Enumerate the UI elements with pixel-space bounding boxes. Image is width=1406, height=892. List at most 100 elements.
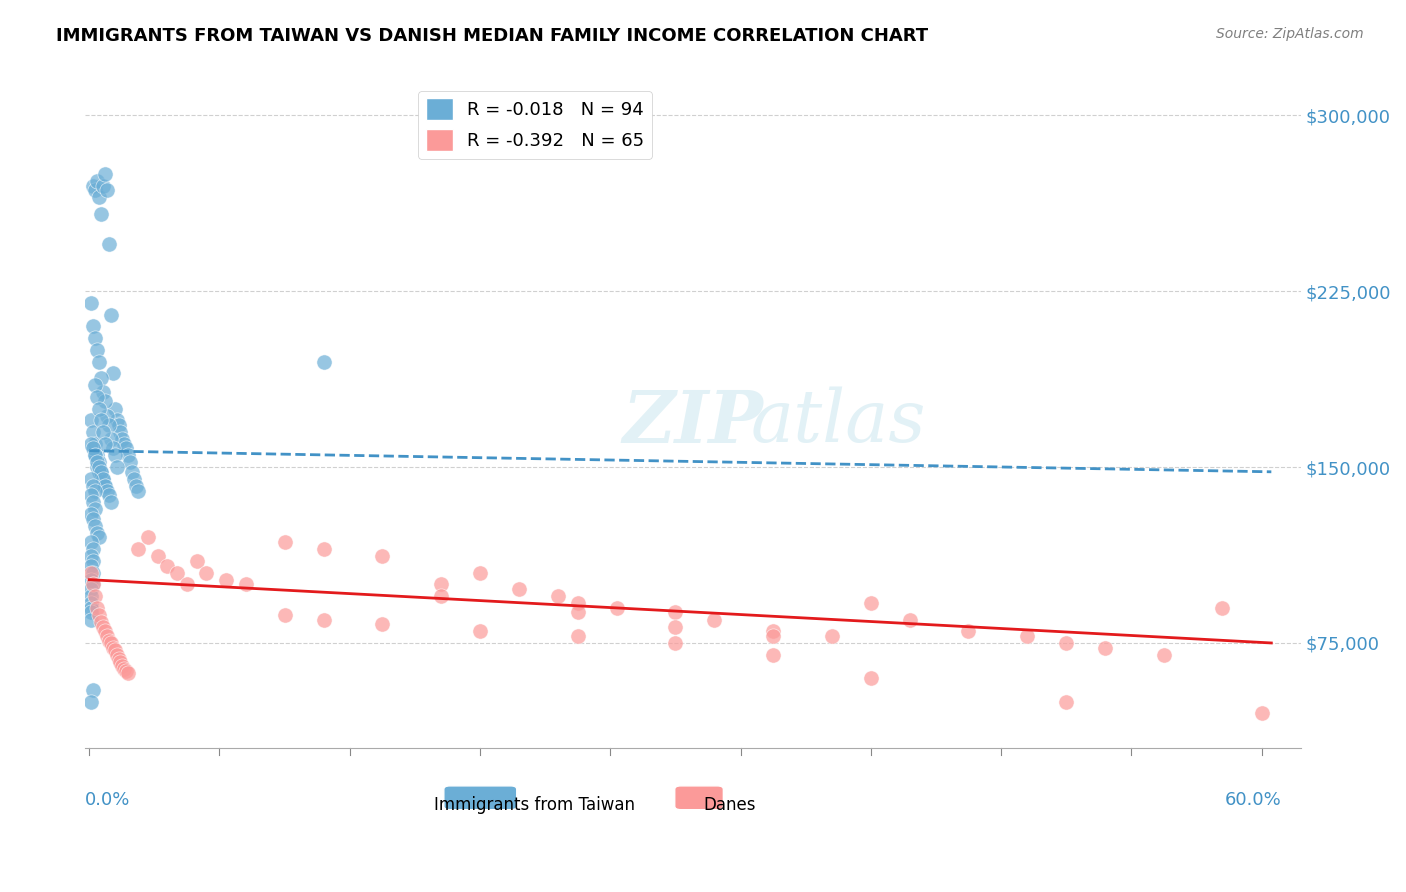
- Point: [105, 413, 128, 427]
- Point: [97, 417, 120, 432]
- FancyBboxPatch shape: [675, 786, 723, 810]
- Point: [80, 695, 103, 709]
- Point: [112, 436, 135, 450]
- Point: [101, 442, 124, 456]
- Point: [115, 664, 138, 678]
- Point: [1094, 640, 1116, 655]
- Point: [273, 607, 295, 622]
- Point: [273, 535, 295, 549]
- Point: [898, 613, 921, 627]
- Point: [762, 648, 785, 662]
- Point: [80, 566, 103, 580]
- Point: [100, 636, 122, 650]
- Point: [84, 518, 107, 533]
- Point: [84, 449, 107, 463]
- Point: [104, 643, 127, 657]
- Point: [430, 589, 453, 603]
- FancyBboxPatch shape: [444, 786, 517, 810]
- Point: [80, 535, 103, 549]
- Point: [100, 432, 122, 446]
- Point: [94, 479, 117, 493]
- Point: [87, 465, 110, 479]
- Point: [87, 354, 110, 368]
- Point: [84, 483, 107, 498]
- Point: [121, 465, 143, 479]
- Point: [107, 417, 129, 432]
- Point: [1054, 695, 1077, 709]
- Point: [430, 577, 453, 591]
- Point: [111, 659, 134, 673]
- Point: [94, 436, 117, 450]
- Point: [312, 354, 335, 368]
- Point: [703, 613, 725, 627]
- Text: Source: ZipAtlas.com: Source: ZipAtlas.com: [1216, 27, 1364, 41]
- Point: [84, 436, 107, 450]
- Point: [96, 629, 118, 643]
- Point: [86, 174, 108, 188]
- Point: [508, 582, 530, 596]
- Point: [80, 558, 103, 573]
- Point: [127, 483, 149, 498]
- Point: [105, 648, 128, 662]
- Point: [110, 655, 132, 669]
- Point: [468, 624, 491, 639]
- Point: [112, 662, 135, 676]
- Point: [82, 542, 104, 557]
- Point: [97, 237, 120, 252]
- Point: [87, 460, 110, 475]
- Point: [176, 577, 198, 591]
- Point: [1017, 629, 1039, 643]
- Point: [84, 449, 107, 463]
- Point: [468, 566, 491, 580]
- Point: [120, 455, 142, 469]
- Point: [96, 483, 118, 498]
- Point: [664, 619, 686, 633]
- Point: [80, 549, 103, 564]
- Point: [1153, 648, 1175, 662]
- Text: 60.0%: 60.0%: [1225, 790, 1281, 809]
- Point: [125, 479, 148, 493]
- Point: [104, 449, 127, 463]
- Point: [111, 432, 134, 446]
- Point: [166, 566, 188, 580]
- Point: [96, 184, 118, 198]
- Point: [105, 460, 128, 475]
- Point: [91, 472, 114, 486]
- Point: [86, 343, 108, 357]
- Point: [90, 465, 112, 479]
- Point: [821, 629, 844, 643]
- Point: [90, 371, 112, 385]
- Point: [91, 385, 114, 400]
- Point: [1054, 636, 1077, 650]
- Point: [117, 449, 139, 463]
- Point: [80, 582, 103, 596]
- Legend: R = -0.018   N = 94, R = -0.392   N = 65: R = -0.018 N = 94, R = -0.392 N = 65: [419, 91, 651, 159]
- Point: [371, 617, 394, 632]
- Point: [97, 633, 120, 648]
- Point: [90, 207, 112, 221]
- Point: [762, 629, 785, 643]
- Point: [82, 442, 104, 456]
- Point: [80, 507, 103, 521]
- Point: [82, 577, 104, 591]
- Point: [101, 367, 124, 381]
- Point: [82, 425, 104, 439]
- Point: [86, 455, 108, 469]
- Point: [84, 589, 107, 603]
- Text: 0.0%: 0.0%: [86, 790, 131, 809]
- Point: [195, 566, 218, 580]
- Point: [110, 425, 132, 439]
- Point: [94, 394, 117, 409]
- Point: [547, 589, 569, 603]
- Point: [90, 465, 112, 479]
- Point: [82, 178, 104, 193]
- Point: [86, 600, 108, 615]
- Point: [90, 615, 112, 629]
- Point: [186, 554, 208, 568]
- Point: [115, 442, 138, 456]
- Point: [215, 573, 238, 587]
- Point: [80, 472, 103, 486]
- Point: [84, 502, 107, 516]
- Point: [664, 636, 686, 650]
- Point: [91, 472, 114, 486]
